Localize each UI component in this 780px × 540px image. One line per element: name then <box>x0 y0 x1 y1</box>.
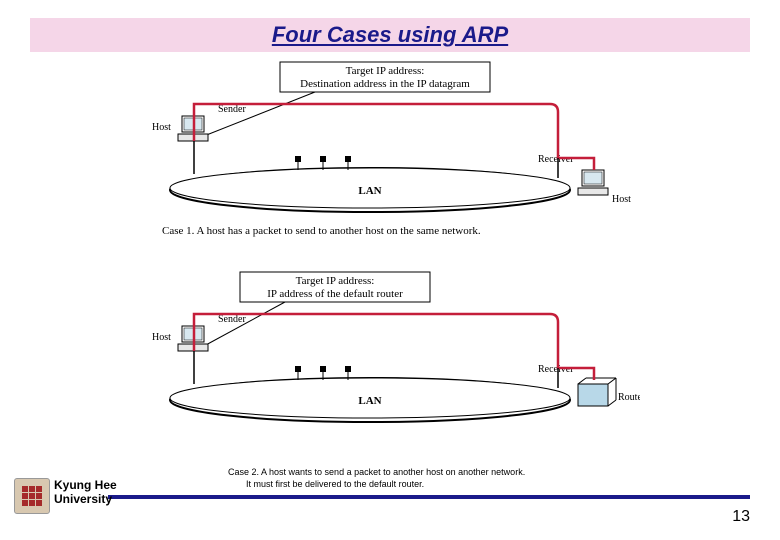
title-bar: Four Cases using ARP <box>30 18 750 52</box>
d2-receiver-label: Receiver <box>538 364 574 375</box>
d2-dot2 <box>320 366 326 372</box>
d2-target-line2: IP address of the default router <box>267 288 403 300</box>
university-line2: University <box>54 492 117 506</box>
arp-diagrams-svg: Target IP address: Destination address i… <box>140 58 640 468</box>
footer-accent-line <box>108 495 750 499</box>
d2-receiver-router <box>578 378 616 406</box>
case2-caption-line2: It must first be delivered to the defaul… <box>228 479 525 491</box>
case2-caption: Case 2. A host wants to send a packet to… <box>228 467 525 490</box>
d1-dot3 <box>345 156 351 162</box>
d2-target-line1: Target IP address: <box>296 275 375 287</box>
d1-sender-label: Sender <box>218 104 246 115</box>
d1-target-line1: Target IP address: <box>346 65 425 77</box>
slide-title: Four Cases using ARP <box>272 22 508 48</box>
d2-receiver-role: Router <box>618 392 640 403</box>
page-number: 13 <box>732 508 750 526</box>
d1-receiver-computer <box>578 170 608 195</box>
d2-dot1 <box>295 366 301 372</box>
d1-receiver-role: Host <box>612 194 631 205</box>
d2-sender-role: Host <box>152 332 171 343</box>
d2-sender-label: Sender <box>218 314 246 325</box>
d2-lan-label: LAN <box>358 395 381 407</box>
d2-red-wire <box>194 314 594 380</box>
d1-target-line2: Destination address in the IP datagram <box>300 78 470 90</box>
d1-dot2 <box>320 156 326 162</box>
d1-sender-role: Host <box>152 122 171 133</box>
d1-dot1 <box>295 156 301 162</box>
university-name: Kyung Hee University <box>54 478 117 507</box>
d2-dot3 <box>345 366 351 372</box>
d1-receiver-label: Receiver <box>538 154 574 165</box>
case2-caption-line1: Case 2. A host wants to send a packet to… <box>228 467 525 479</box>
d1-red-wire <box>194 104 594 170</box>
d1-lan-label: LAN <box>358 185 381 197</box>
university-logo <box>14 478 50 514</box>
diagram-area: Target IP address: Destination address i… <box>140 58 640 473</box>
university-line1: Kyung Hee <box>54 478 117 492</box>
d1-caption: Case 1. A host has a packet to send to a… <box>162 225 481 237</box>
